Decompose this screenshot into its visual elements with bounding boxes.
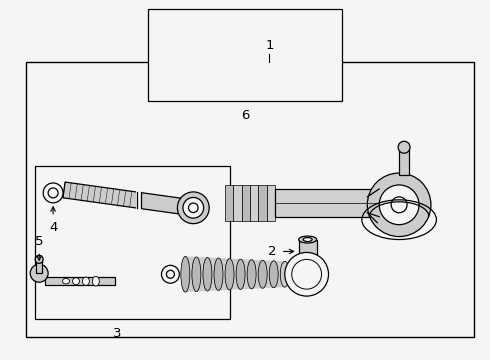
- Circle shape: [177, 192, 209, 224]
- Bar: [399, 147, 409, 175]
- Text: 6: 6: [241, 109, 249, 122]
- Text: 4: 4: [49, 221, 57, 234]
- Circle shape: [379, 185, 419, 225]
- Bar: [267, 185, 275, 221]
- Text: 2: 2: [269, 245, 277, 258]
- Text: 3: 3: [113, 327, 122, 340]
- Bar: [242, 185, 250, 221]
- Ellipse shape: [303, 238, 312, 242]
- Ellipse shape: [258, 260, 267, 288]
- Bar: [233, 185, 242, 221]
- Ellipse shape: [82, 277, 89, 285]
- Bar: [35, 166, 230, 319]
- Circle shape: [48, 188, 58, 198]
- Circle shape: [167, 270, 174, 278]
- Polygon shape: [185, 256, 196, 292]
- Polygon shape: [263, 260, 274, 288]
- Ellipse shape: [236, 259, 245, 289]
- Polygon shape: [252, 260, 263, 289]
- Bar: [225, 185, 233, 221]
- Ellipse shape: [280, 261, 289, 287]
- Ellipse shape: [269, 261, 278, 288]
- Text: 1: 1: [265, 39, 273, 52]
- Ellipse shape: [214, 258, 223, 291]
- Polygon shape: [274, 261, 285, 288]
- Ellipse shape: [247, 260, 256, 289]
- Circle shape: [183, 198, 204, 218]
- Polygon shape: [207, 257, 219, 291]
- Polygon shape: [196, 257, 207, 292]
- Circle shape: [189, 203, 198, 212]
- Circle shape: [43, 183, 63, 203]
- Circle shape: [391, 197, 407, 213]
- Text: 5: 5: [35, 235, 44, 248]
- Circle shape: [162, 265, 179, 283]
- Ellipse shape: [203, 257, 212, 291]
- Ellipse shape: [63, 278, 70, 284]
- Bar: [36, 260, 42, 273]
- Ellipse shape: [181, 256, 190, 292]
- Ellipse shape: [73, 278, 79, 285]
- Polygon shape: [241, 259, 252, 289]
- Circle shape: [285, 252, 328, 296]
- Bar: [26, 62, 474, 337]
- Bar: [45, 277, 115, 285]
- Ellipse shape: [299, 236, 317, 243]
- Bar: [136, 190, 142, 210]
- Ellipse shape: [225, 258, 234, 290]
- Bar: [147, 9, 343, 102]
- Bar: [250, 185, 258, 221]
- Polygon shape: [219, 258, 229, 291]
- Bar: [294, 261, 320, 266]
- Circle shape: [30, 264, 48, 282]
- Bar: [275, 189, 379, 217]
- Ellipse shape: [93, 276, 99, 286]
- Ellipse shape: [192, 257, 201, 292]
- Circle shape: [368, 173, 431, 237]
- Circle shape: [35, 255, 43, 264]
- Polygon shape: [63, 182, 186, 215]
- Bar: [258, 185, 267, 221]
- Polygon shape: [229, 258, 241, 290]
- Circle shape: [292, 260, 321, 289]
- Circle shape: [398, 141, 410, 153]
- Bar: [299, 239, 317, 264]
